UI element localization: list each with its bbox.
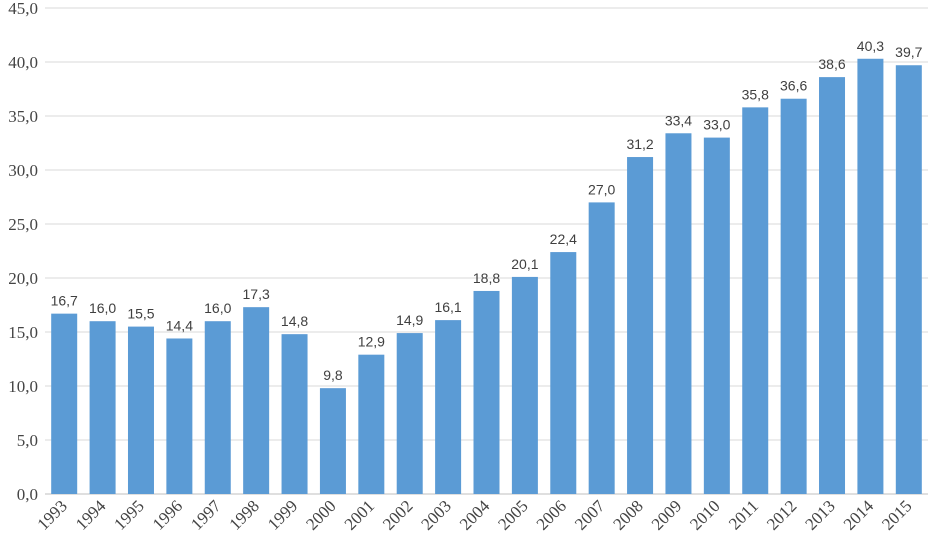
x-tick-label: 1997 <box>187 496 225 534</box>
bar-1998 <box>243 307 270 494</box>
bar-2013 <box>819 77 846 495</box>
data-label: 33,4 <box>665 112 692 128</box>
data-label: 40,3 <box>857 38 884 54</box>
bar-2004 <box>473 290 500 494</box>
data-label: 14,8 <box>281 313 308 329</box>
x-tick-label: 2011 <box>725 496 762 533</box>
data-label: 14,9 <box>396 312 423 328</box>
bar-2003 <box>435 320 462 494</box>
data-label: 31,2 <box>626 136 653 152</box>
x-tick-label: 2009 <box>648 496 685 533</box>
data-label: 36,6 <box>780 78 807 94</box>
x-tick-label: 2003 <box>417 496 454 533</box>
x-tick-label: 2005 <box>494 496 531 533</box>
x-tick-label: 2000 <box>302 496 339 533</box>
bar-1995 <box>127 326 154 494</box>
data-label: 16,7 <box>51 293 78 309</box>
data-label: 12,9 <box>358 334 385 350</box>
x-tick-label: 1995 <box>110 496 147 533</box>
y-tick-label: 15,0 <box>8 323 38 342</box>
bar-2005 <box>511 276 538 494</box>
data-label: 27,0 <box>588 181 615 197</box>
y-tick-label: 0,0 <box>17 485 38 504</box>
data-label: 17,3 <box>243 286 270 302</box>
data-label: 35,8 <box>742 86 769 102</box>
bar-2000 <box>319 388 346 494</box>
data-labels: 16,7 16,0 15,5 14,4 16,0 17,3 14,8 9,8 12,9 14,9 1… <box>51 38 923 383</box>
x-tick-label: 2015 <box>878 496 915 533</box>
y-tick-label: 25,0 <box>8 215 38 234</box>
bar-2001 <box>358 354 385 494</box>
bar-1994 <box>89 321 116 494</box>
bar-1996 <box>166 338 193 494</box>
data-label: 33,0 <box>703 117 730 133</box>
bar-1999 <box>281 334 308 494</box>
y-tick-label: 35,0 <box>8 107 38 126</box>
data-label: 16,0 <box>204 300 231 316</box>
bar-1993 <box>51 313 78 494</box>
y-tick-label: 10,0 <box>8 377 38 396</box>
data-label: 16,0 <box>89 300 116 316</box>
y-axis-ticks: 0,0 5,0 10,0 15,0 20,0 25,0 30,0 35,0 40,0 45,0 <box>8 0 38 504</box>
y-tick-label: 5,0 <box>17 431 38 450</box>
bar-2009 <box>665 133 692 494</box>
x-tick-label: 2006 <box>533 496 570 533</box>
bar-1997 <box>204 321 231 494</box>
bar-2007 <box>588 202 615 494</box>
x-tick-label: 2012 <box>763 496 800 533</box>
x-tick-label: 1993 <box>34 496 71 533</box>
data-label: 20,1 <box>511 256 538 272</box>
bar-2015 <box>895 65 922 495</box>
x-tick-label: 1996 <box>149 496 186 533</box>
x-tick-label: 2007 <box>571 496 609 534</box>
bar-2002 <box>396 333 423 494</box>
x-tick-label: 2013 <box>801 496 838 533</box>
y-tick-label: 20,0 <box>8 269 38 288</box>
y-tick-label: 40,0 <box>8 53 38 72</box>
bar-2006 <box>550 252 577 494</box>
data-label: 15,5 <box>127 306 154 322</box>
bar-2014 <box>857 58 884 494</box>
data-label: 9,8 <box>323 367 343 383</box>
bar-2011 <box>742 107 769 495</box>
data-label: 16,1 <box>434 299 461 315</box>
x-tick-label: 2014 <box>840 496 878 534</box>
bar-2008 <box>627 157 654 495</box>
y-tick-label: 30,0 <box>8 161 38 180</box>
data-label: 22,4 <box>550 231 577 247</box>
bar-2012 <box>780 98 807 494</box>
data-label: 18,8 <box>473 270 500 286</box>
x-tick-label: 2008 <box>609 496 646 533</box>
x-tick-label: 1998 <box>226 496 263 533</box>
x-tick-label: 2010 <box>686 496 723 533</box>
x-axis-ticks: 1993 1994 1995 1996 1997 1998 1999 2000 2001 2002… <box>34 496 916 534</box>
bars <box>51 58 922 495</box>
x-tick-label: 1994 <box>72 496 110 534</box>
data-label: 39,7 <box>895 44 922 60</box>
bar-2010 <box>703 137 730 494</box>
data-label: 14,4 <box>166 317 193 333</box>
x-tick-label: 2002 <box>379 496 416 533</box>
x-tick-label: 2001 <box>341 496 378 533</box>
x-tick-label: 2004 <box>456 496 494 534</box>
x-tick-label: 1999 <box>264 496 301 533</box>
data-label: 38,6 <box>818 56 845 72</box>
y-tick-label: 45,0 <box>8 0 38 18</box>
